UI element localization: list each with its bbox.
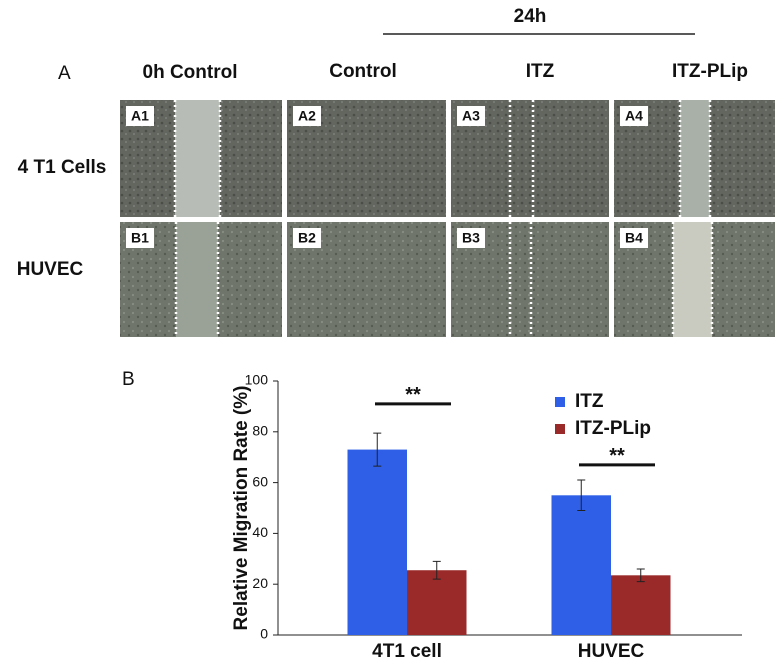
column-header: ITZ-PLip xyxy=(672,61,748,82)
micrographs: A1 A2 A3 A4 B1 B2 B3 B4 xyxy=(120,100,775,337)
image-label-box xyxy=(293,106,321,126)
x-tick-label: 4T1 cell xyxy=(372,641,442,662)
image-label: B2 xyxy=(298,230,316,246)
image-label-box xyxy=(620,106,648,126)
image-label: A4 xyxy=(625,108,643,124)
image-label-box xyxy=(126,228,154,248)
bar xyxy=(347,449,407,635)
scratch-gap xyxy=(175,100,220,217)
error-bar xyxy=(432,560,441,580)
row-label: HUVEC xyxy=(17,259,84,280)
column-header: ITZ xyxy=(526,61,555,82)
error-bar xyxy=(577,479,586,512)
legend-label: ITZ-PLip xyxy=(575,418,651,439)
chart: 0 20 40 60 80 100 4T1 cell ** HUVEC ** ITZ ITZ-PLip xyxy=(245,372,742,662)
legend-swatch xyxy=(555,424,565,434)
image-label: A2 xyxy=(298,108,316,124)
error-bar xyxy=(373,432,382,467)
error-bar xyxy=(636,568,645,583)
y-tick-label: 0 xyxy=(260,626,268,642)
bar xyxy=(407,570,467,635)
time-label: 24h xyxy=(514,6,547,27)
panel-label: A xyxy=(58,63,71,84)
y-tick-label: 20 xyxy=(252,575,268,591)
scratch-gap xyxy=(673,222,712,337)
legend-label: ITZ xyxy=(575,391,604,412)
annotation: ** xyxy=(405,384,421,406)
image-label-box xyxy=(457,228,485,248)
y-axis-label: Relative Migration Rate (%) xyxy=(231,386,252,631)
image-label: A1 xyxy=(131,108,149,124)
image-label: B1 xyxy=(131,230,149,246)
image-label: B3 xyxy=(462,230,480,246)
image-label: A3 xyxy=(462,108,480,124)
row-label: 4 T1 Cells xyxy=(18,157,107,178)
image-label-box xyxy=(293,228,321,248)
column-header: Control xyxy=(329,61,397,82)
panel-label: B xyxy=(122,369,135,390)
bar xyxy=(551,495,611,635)
image-label: B4 xyxy=(625,230,643,246)
column-header: 0h Control xyxy=(143,62,238,83)
image-label-box xyxy=(126,106,154,126)
y-tick-label: 40 xyxy=(252,524,268,540)
annotation: ** xyxy=(609,445,625,467)
image-label-box xyxy=(620,228,648,248)
scratch-gap xyxy=(176,222,218,337)
legend-swatch xyxy=(555,397,565,407)
y-tick-label: 100 xyxy=(245,372,269,388)
bar xyxy=(611,575,671,635)
scratch-gap xyxy=(680,100,710,217)
image-label-box xyxy=(457,106,485,126)
y-tick-label: 60 xyxy=(252,473,268,489)
x-tick-label: HUVEC xyxy=(578,641,645,662)
y-tick-label: 80 xyxy=(252,423,268,439)
